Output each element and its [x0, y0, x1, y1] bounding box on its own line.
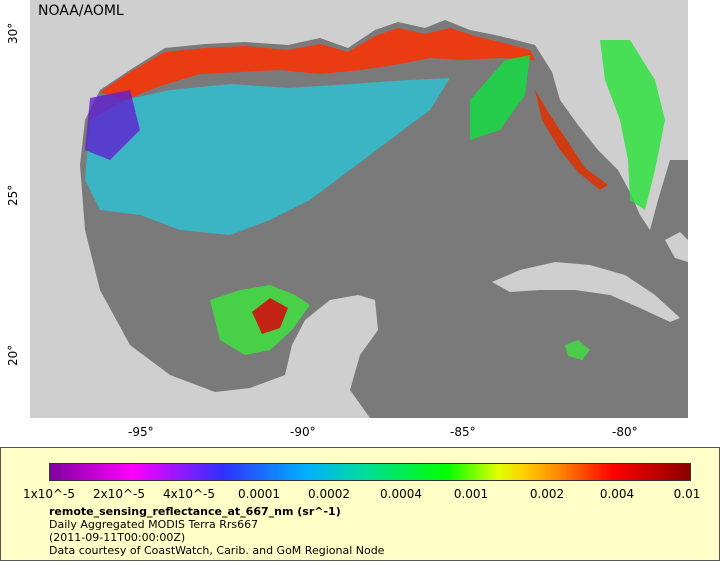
bahamas-land: [665, 232, 688, 262]
map-graphic: [30, 0, 688, 418]
legend-panel: 1x10^-5 2x10^-5 4x10^-5 0.0001 0.0002 0.…: [0, 447, 720, 561]
data-credit: Data courtesy of CoastWatch, Carib. and …: [49, 544, 385, 557]
credit-label: NOAA/AOML: [38, 3, 124, 19]
lat-tick-20: 20°: [6, 344, 20, 366]
colorbar-label: 0.0002: [308, 487, 350, 501]
data-green-east: [470, 55, 530, 140]
time-stamp: (2011-09-11T00:00:00Z): [49, 531, 186, 544]
map-area[interactable]: NOAA/AOML: [30, 0, 688, 418]
colorbar-label: 0.0001: [238, 487, 280, 501]
product-name: Daily Aggregated MODIS Terra Rrs667: [49, 518, 259, 531]
colorbar-label: 2x10^-5: [92, 487, 146, 501]
lon-tick-95: -95°: [128, 425, 154, 439]
data-florida-east: [600, 40, 665, 210]
colorbar-label: 4x10^-5: [162, 487, 216, 501]
lat-tick-30: 30°: [6, 22, 20, 44]
cuba-land: [492, 262, 680, 322]
colorbar-label: 0.0004: [380, 487, 422, 501]
mexico-land: [30, 165, 378, 418]
colorbar: [49, 463, 691, 481]
colorbar-label: 1x10^-5: [22, 487, 76, 501]
us-coast-land: [30, 0, 688, 230]
variable-title: remote_sensing_reflectance_at_667_nm (sr…: [49, 505, 341, 518]
colorbar-label: 0.002: [529, 487, 565, 501]
coastal-reflectance-north: [100, 28, 535, 100]
lon-tick-80: -80°: [612, 425, 638, 439]
lon-tick-90: -90°: [290, 425, 316, 439]
colorbar-label: 0.01: [673, 487, 701, 501]
lon-tick-85: -85°: [450, 425, 476, 439]
data-cuba-south: [565, 340, 590, 360]
data-swath-central: [85, 78, 450, 235]
lat-tick-25: 25°: [6, 184, 20, 206]
coastal-reflectance-yucatan: [252, 298, 288, 334]
colorbar-label: 0.004: [599, 487, 635, 501]
coastal-reflectance-florida: [535, 90, 608, 190]
data-swath-purple: [85, 90, 140, 160]
colorbar-label: 0.001: [453, 487, 489, 501]
